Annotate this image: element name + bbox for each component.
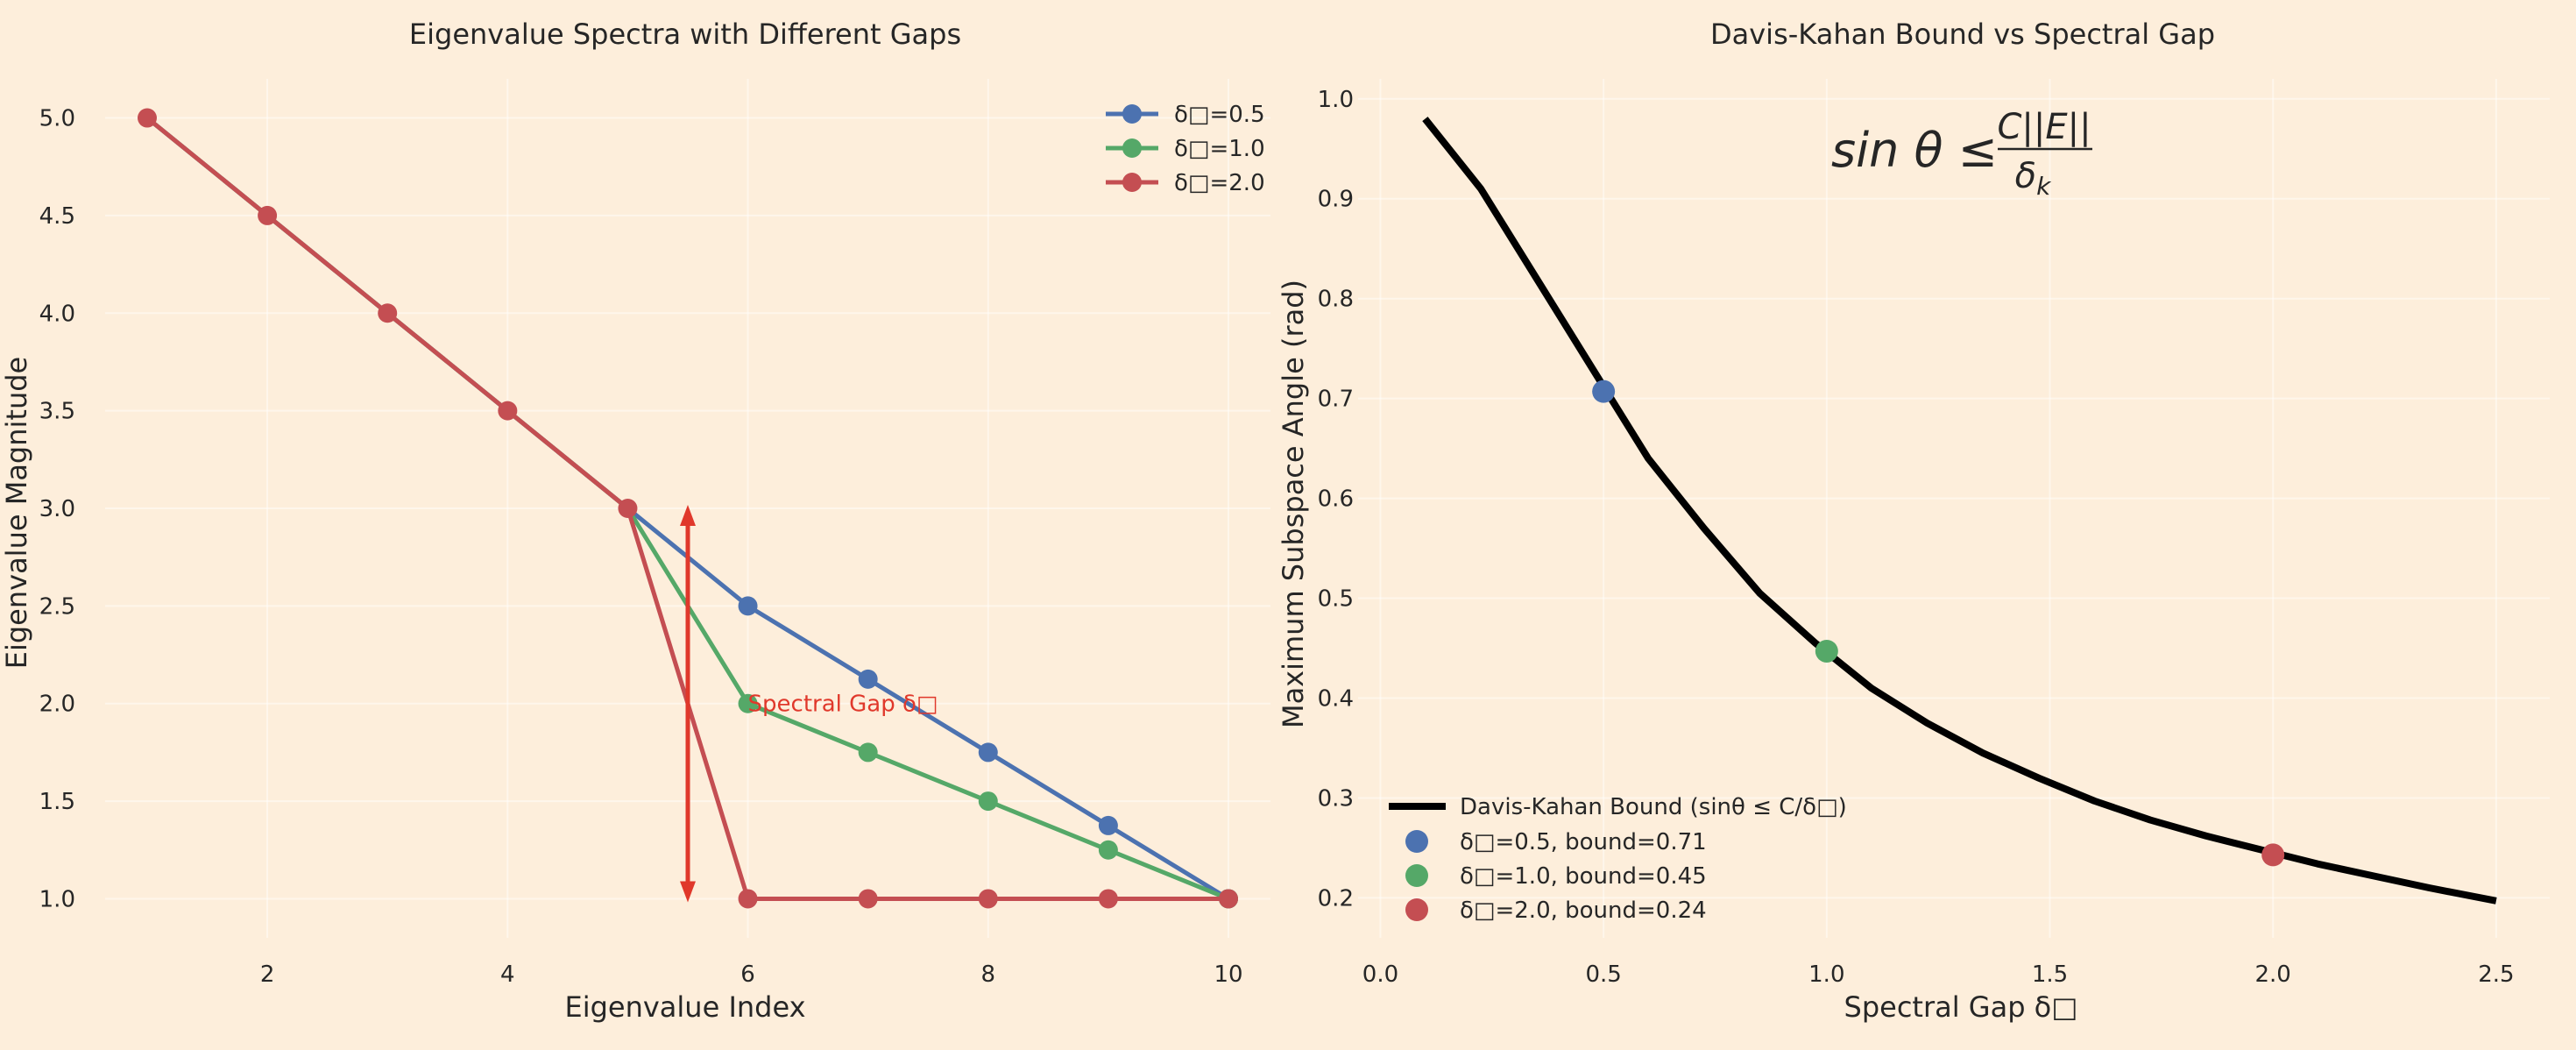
series-marker — [258, 205, 278, 225]
right-x-tick-label: 0.0 — [1362, 961, 1398, 988]
series-marker — [1098, 889, 1118, 909]
legend-label: δ□=2.0 — [1174, 170, 1265, 196]
series-marker — [738, 889, 758, 909]
left-x-tick-label: 2 — [260, 961, 275, 988]
arrow-head-top — [680, 505, 696, 526]
bound-point — [1592, 380, 1616, 403]
right-x-tick-label: 2.0 — [2255, 961, 2291, 988]
formula-numerator: C||E|| — [1997, 107, 2091, 147]
left-y-tick-label: 5.0 — [39, 106, 75, 132]
right-grid — [1358, 79, 2550, 938]
davis-kahan-formula: sin θ ≤ C||E|| δk — [1831, 107, 2092, 201]
formula-lhs: sin θ ≤ — [1831, 123, 1998, 178]
right-y-tick-label: 0.7 — [1318, 387, 1354, 413]
right-y-tick-label: 0.9 — [1318, 187, 1354, 213]
left-y-tick-label: 3.5 — [39, 399, 75, 425]
left-y-axis-label: Eigenvalue Magnitude — [0, 357, 33, 670]
legend-label: δ□=1.0 — [1174, 136, 1265, 162]
series-marker — [978, 889, 998, 909]
left-y-ticks: 1.0 1.5 2.0 2.5 3.0 3.5 4.0 4.5 5.0 — [39, 106, 75, 913]
legend-label: δ□=0.5 — [1174, 102, 1265, 128]
left-x-tick-label: 4 — [500, 961, 515, 988]
formula-denominator: δk — [2015, 156, 2052, 201]
spectral-gap-label: Spectral Gap δ□ — [748, 692, 938, 718]
series-marker — [618, 499, 638, 518]
bound-point — [2261, 843, 2285, 867]
series-marker — [738, 693, 758, 713]
series-marker — [858, 742, 878, 763]
formula-denominator-base: δ — [2015, 156, 2036, 196]
right-x-tick-label: 1.5 — [2032, 961, 2068, 988]
series-marker — [978, 742, 998, 763]
legend-label: δ□=2.0, bound=0.24 — [1460, 897, 1707, 924]
series-marker — [378, 303, 398, 323]
davis-kahan-curve — [1422, 117, 2497, 905]
left-x-tick-label: 6 — [740, 961, 755, 988]
formula-denominator-sub: k — [2036, 172, 2052, 201]
legend-label: Davis-Kahan Bound (sinθ ≤ C/δ□) — [1460, 794, 1847, 820]
legend-label: δ□=0.5, bound=0.71 — [1460, 829, 1707, 855]
legend-marker — [1405, 830, 1428, 853]
right-y-tick-label: 0.8 — [1318, 287, 1354, 313]
bound-point — [1815, 639, 1838, 663]
left-y-tick-label: 4.0 — [39, 301, 75, 327]
left-chart-title: Eigenvalue Spectra with Different Gaps — [409, 18, 961, 51]
right-chart: Davis-Kahan Bound vs Spectral Gap 0.0 0.5… — [1277, 18, 2550, 1024]
series-marker — [858, 669, 878, 689]
right-x-axis-label: Spectral Gap δ□ — [1844, 990, 2078, 1024]
legend-marker — [1405, 864, 1428, 887]
left-y-tick-label: 1.5 — [39, 789, 75, 815]
right-x-tick-label: 1.0 — [1808, 961, 1844, 988]
series-marker — [858, 889, 878, 909]
arrow-head-bottom — [680, 881, 696, 903]
left-y-tick-label: 4.5 — [39, 203, 75, 230]
left-x-tick-label: 10 — [1214, 961, 1242, 988]
series-marker — [978, 791, 998, 812]
left-y-tick-label: 1.0 — [39, 886, 75, 912]
right-y-tick-label: 0.3 — [1318, 785, 1354, 812]
series-marker — [1098, 840, 1118, 860]
legend-marker — [1122, 138, 1142, 158]
right-legend: Davis-Kahan Bound (sinθ ≤ C/δ□) δ□=0.5, b… — [1389, 794, 1847, 924]
series-marker — [498, 401, 518, 421]
legend-marker — [1122, 173, 1142, 192]
bound-points — [1592, 380, 2285, 867]
left-legend: δ□=0.5 δ□=1.0 δ□=2.0 — [1106, 102, 1265, 196]
right-y-tick-label: 0.4 — [1318, 686, 1354, 713]
left-y-tick-label: 2.0 — [39, 692, 75, 718]
series-marker — [738, 596, 758, 616]
left-chart: Eigenvalue Spectra with Different Gaps 2… — [0, 18, 1270, 1024]
right-y-ticks: 0.2 0.3 0.4 0.5 0.6 0.7 0.8 0.9 1.0 — [1318, 87, 1354, 912]
left-x-axis-label: Eigenvalue Index — [564, 990, 805, 1024]
left-y-tick-label: 3.0 — [39, 496, 75, 522]
legend-label: δ□=1.0, bound=0.45 — [1460, 863, 1707, 890]
left-y-tick-label: 2.5 — [39, 593, 75, 620]
spectral-gap-annotation: Spectral Gap δ□ — [680, 505, 938, 903]
legend-marker — [1405, 898, 1428, 921]
right-x-ticks: 0.0 0.5 1.0 1.5 2.0 2.5 — [1362, 961, 2515, 988]
series-marker — [1219, 889, 1239, 909]
legend-marker — [1122, 104, 1142, 124]
left-x-tick-label: 8 — [981, 961, 996, 988]
right-y-tick-label: 0.6 — [1318, 486, 1354, 513]
right-y-axis-label: Maximum Subspace Angle (rad) — [1277, 280, 1310, 728]
left-x-ticks: 2 4 6 8 10 — [260, 961, 1243, 988]
right-y-tick-label: 0.5 — [1318, 586, 1354, 613]
right-chart-title: Davis-Kahan Bound vs Spectral Gap — [1710, 18, 2215, 51]
right-x-tick-label: 0.5 — [1585, 961, 1621, 988]
right-y-tick-label: 0.2 — [1318, 885, 1354, 912]
right-x-tick-label: 2.5 — [2478, 961, 2514, 988]
series-marker — [1098, 815, 1118, 835]
series-marker — [137, 108, 157, 128]
right-y-tick-label: 1.0 — [1318, 87, 1354, 113]
